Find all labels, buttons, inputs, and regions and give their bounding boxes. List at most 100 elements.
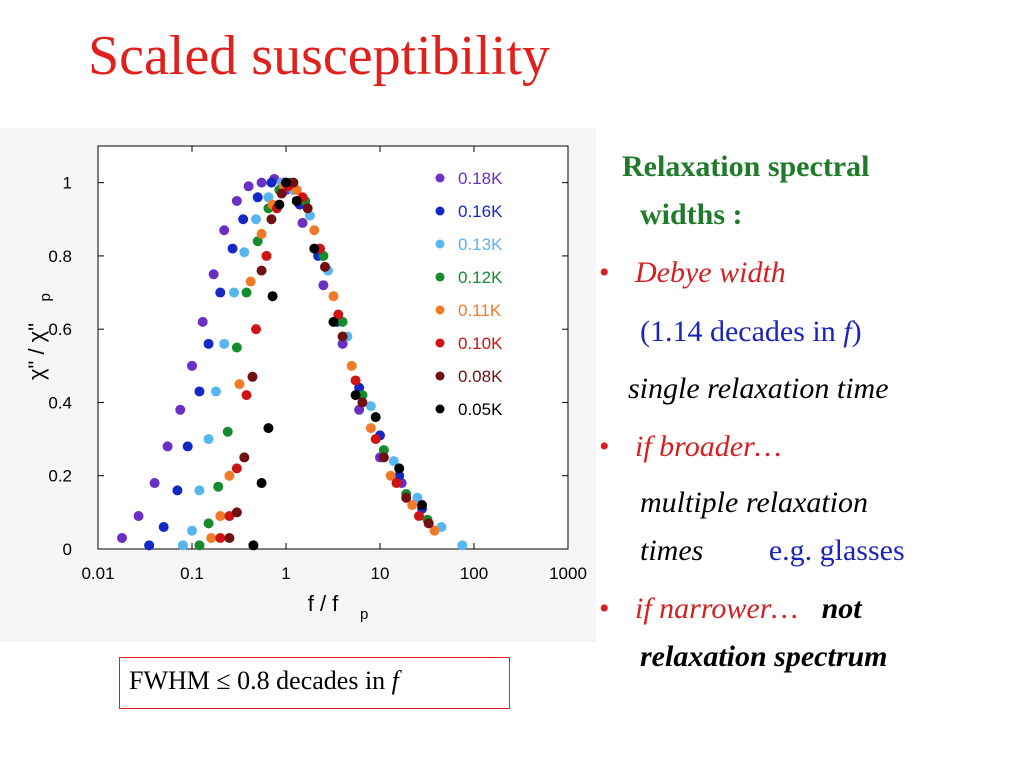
if-broader-label: if broader… xyxy=(635,430,782,463)
data-point-0.11K xyxy=(365,423,376,434)
data-point-0.18K xyxy=(337,338,348,349)
data-point-0.08K xyxy=(239,452,250,463)
y-tick-label: 1 xyxy=(63,174,72,193)
slide-title: Scaled susceptibility xyxy=(88,25,550,87)
x-tick-label: 100 xyxy=(460,564,488,583)
x-tick-label: 10 xyxy=(371,564,390,583)
data-point-0.16K xyxy=(252,192,263,203)
data-point-0.08K xyxy=(276,188,287,199)
data-point-0.16K xyxy=(158,522,169,533)
y-axis-label: χ" / χ" xyxy=(24,323,49,380)
data-point-0.05K xyxy=(370,412,381,423)
data-point-0.10K xyxy=(241,390,252,401)
debye-detail-pre: (1.14 decades in xyxy=(640,315,844,348)
legend-label-0.16K: 0.16K xyxy=(458,202,503,221)
data-point-0.16K xyxy=(238,214,249,225)
data-point-0.11K xyxy=(429,525,440,536)
data-point-0.08K xyxy=(247,371,258,382)
multiple-relaxation-line2: times e.g. glasses xyxy=(640,534,905,567)
data-point-0.18K xyxy=(197,316,208,327)
data-point-0.12K xyxy=(241,287,252,298)
legend-marker-0.11K xyxy=(435,305,445,315)
data-point-0.10K xyxy=(231,463,242,474)
x-axis-label-sub: p xyxy=(360,606,368,623)
data-point-0.12K xyxy=(231,342,242,353)
data-point-0.10K xyxy=(215,533,226,544)
debye-width-label: Debye width xyxy=(635,256,786,289)
legend-label-0.05K: 0.05K xyxy=(458,400,503,419)
fwhm-var: f xyxy=(391,666,399,695)
data-point-0.13K xyxy=(203,434,214,445)
x-tick-label: 1000 xyxy=(549,564,587,583)
data-point-0.18K xyxy=(318,280,329,291)
data-point-0.10K xyxy=(414,511,425,522)
data-point-0.10K xyxy=(370,434,381,445)
data-point-0.08K xyxy=(320,261,331,272)
data-point-0.12K xyxy=(252,236,263,247)
data-point-0.12K xyxy=(222,426,233,437)
data-point-0.13K xyxy=(187,525,197,536)
data-point-0.08K xyxy=(224,533,235,544)
data-point-0.13K xyxy=(177,540,188,551)
data-point-0.16K xyxy=(172,485,183,496)
data-point-0.10K xyxy=(333,309,344,320)
x-tick-label: 0.1 xyxy=(180,564,204,583)
fwhm-text: FWHM ≤ 0.8 decades in xyxy=(129,666,392,695)
data-point-0.11K xyxy=(224,470,235,481)
legend-label-0.08K: 0.08K xyxy=(458,367,503,386)
right-heading-line2: widths : xyxy=(640,198,743,231)
data-point-0.16K xyxy=(215,287,226,298)
data-point-0.18K xyxy=(175,404,186,415)
bullet-1-marker: • xyxy=(599,256,610,289)
x-tick-label: 1 xyxy=(281,564,290,583)
data-point-0.16K xyxy=(227,243,238,254)
data-point-0.10K xyxy=(261,250,272,261)
legend-marker-0.10K xyxy=(435,338,445,348)
multiple-relaxation-line1: multiple relaxation xyxy=(640,486,869,519)
y-tick-label: 0.2 xyxy=(48,467,72,486)
data-point-0.18K xyxy=(149,478,160,489)
data-point-0.05K xyxy=(248,540,259,551)
right-heading-line1: Relaxation spectral xyxy=(622,150,870,183)
y-tick-label: 0.4 xyxy=(48,393,72,412)
not-word: not xyxy=(821,592,862,625)
data-point-0.18K xyxy=(187,360,197,371)
data-point-0.16K xyxy=(144,540,155,551)
data-point-0.18K xyxy=(219,225,230,236)
data-point-0.10K xyxy=(350,375,361,386)
bullet-1: • Debye width xyxy=(599,256,786,289)
data-point-0.08K xyxy=(423,518,434,529)
data-point-0.05K xyxy=(291,195,302,206)
data-point-0.05K xyxy=(309,243,320,254)
data-point-0.05K xyxy=(281,177,291,188)
data-point-0.11K xyxy=(215,511,226,522)
times-word: times xyxy=(640,534,704,567)
data-point-0.08K xyxy=(378,452,389,463)
x-tick-label: 0.01 xyxy=(81,564,114,583)
legend-marker-0.18K xyxy=(435,173,445,183)
legend-marker-0.08K xyxy=(435,371,445,381)
data-point-0.05K xyxy=(350,390,361,401)
data-point-0.08K xyxy=(337,331,348,342)
data-point-0.08K xyxy=(231,507,242,518)
data-point-0.13K xyxy=(229,287,240,298)
legend-label-0.12K: 0.12K xyxy=(458,268,503,287)
data-point-0.05K xyxy=(267,291,278,302)
data-point-0.08K xyxy=(266,214,277,225)
data-point-0.16K xyxy=(182,441,193,452)
data-point-0.12K xyxy=(203,518,214,529)
data-point-0.05K xyxy=(256,478,267,489)
data-point-0.08K xyxy=(288,177,299,188)
data-point-0.11K xyxy=(328,291,339,302)
bullet-3-marker: • xyxy=(599,592,610,625)
data-point-0.11K xyxy=(245,276,256,287)
data-point-0.13K xyxy=(412,492,423,503)
data-point-0.18K xyxy=(133,511,144,522)
legend-label-0.11K: 0.11K xyxy=(458,301,502,320)
scaled-susceptibility-chart: 0.01 0.1 1 10 100 1000 0 0.2 0.4 0.6 0.8 1 f / f p χ" … xyxy=(24,145,587,623)
bullet-2-marker: • xyxy=(599,430,610,463)
data-point-0.10K xyxy=(251,324,262,335)
data-point-0.11K xyxy=(234,379,245,390)
plot-area xyxy=(97,145,569,550)
y-tick-label: 0.6 xyxy=(48,320,72,339)
